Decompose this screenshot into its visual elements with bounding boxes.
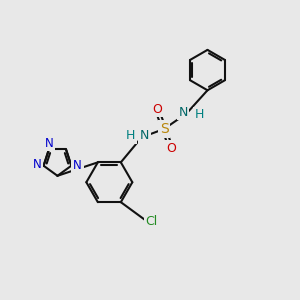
Text: N: N — [140, 130, 149, 142]
Text: H: H — [126, 130, 136, 142]
Text: N: N — [73, 159, 82, 172]
Text: O: O — [166, 142, 176, 155]
Text: H: H — [194, 108, 204, 122]
Text: N: N — [178, 106, 188, 118]
Text: N: N — [44, 137, 53, 150]
Text: Cl: Cl — [145, 215, 158, 228]
Text: N: N — [33, 158, 42, 171]
Text: O: O — [152, 103, 162, 116]
Text: S: S — [160, 122, 168, 136]
